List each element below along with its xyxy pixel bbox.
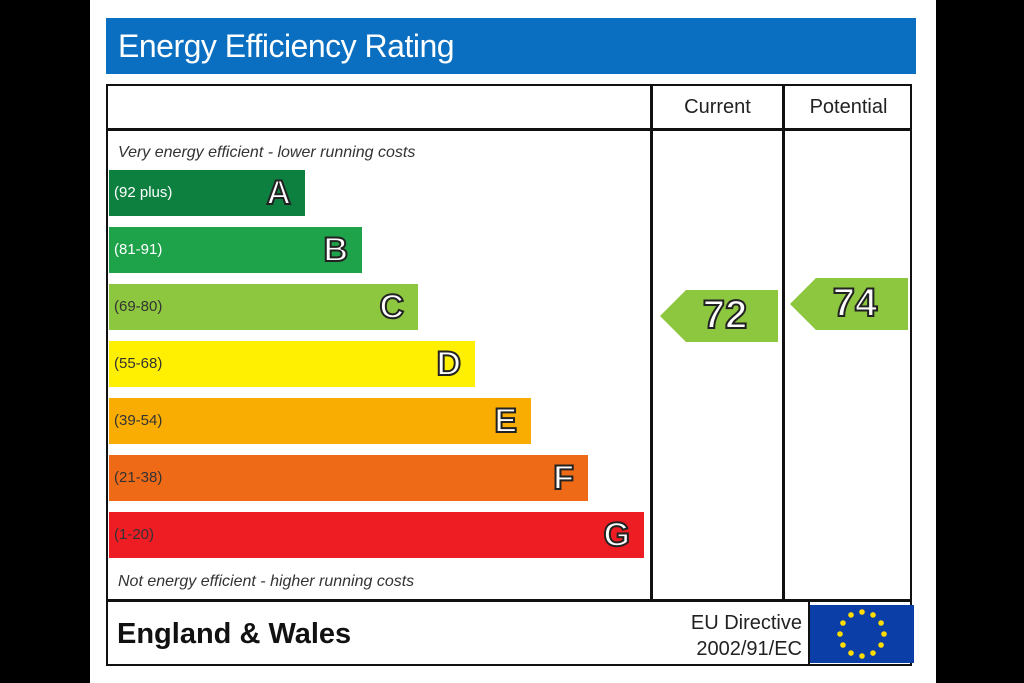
band-letter: G: [603, 515, 631, 555]
eu-star: [848, 650, 854, 656]
band-letter: D: [435, 344, 462, 384]
column-header-potential: Potential: [809, 96, 888, 118]
current-column-divider: [650, 84, 653, 600]
band-d: (55-68) D: [109, 341, 475, 387]
band-letter: E: [493, 401, 518, 441]
band-c: (69-80) C: [109, 284, 418, 330]
eu-star: [837, 631, 843, 637]
potential-column-divider: [782, 84, 785, 600]
band-letter: F: [552, 458, 575, 498]
band-range-label: (55-68): [114, 355, 163, 372]
directive-line-1: EU Directive: [690, 612, 802, 634]
directive-line-2: 2002/91/EC: [696, 638, 802, 660]
eu-star: [840, 620, 846, 626]
current-rating-arrow: 72: [660, 289, 778, 342]
band-range-label: (39-54): [114, 412, 163, 429]
footer-flag-divider: [808, 600, 810, 666]
top-caption: Very energy efficient - lower running co…: [118, 144, 416, 161]
eu-star: [840, 642, 846, 648]
eu-star: [859, 653, 865, 659]
header-divider: [106, 128, 912, 131]
eu-star: [859, 609, 865, 615]
rating-table: [106, 84, 912, 666]
eu-star: [870, 612, 876, 618]
title-bar: Energy Efficiency Rating: [106, 18, 916, 74]
band-f: (21-38) F: [109, 455, 588, 501]
column-header-current: Current: [684, 96, 751, 118]
eu-star: [878, 620, 884, 626]
epc-page: Energy Efficiency Rating Current Potenti…: [90, 0, 936, 683]
bottom-caption: Not energy efficient - higher running co…: [118, 573, 415, 590]
band-e: (39-54) E: [109, 398, 531, 444]
band-g: (1-20) G: [109, 512, 644, 558]
eu-star: [878, 642, 884, 648]
band-b: (81-91) B: [109, 227, 362, 273]
band-letter: B: [322, 230, 349, 270]
eu-star: [881, 631, 887, 637]
chart-title: Energy Efficiency Rating: [118, 28, 455, 64]
potential-rating-arrow: 74: [790, 277, 908, 330]
potential-arrow-shape: [790, 277, 908, 330]
band-range-label: (69-80): [114, 298, 163, 315]
eu-stars-icon: [837, 609, 887, 659]
footer-divider: [106, 599, 912, 602]
eu-directive: EU Directive 2002/91/EC: [660, 610, 802, 662]
band-range-label: (81-91): [114, 241, 163, 258]
eu-star: [870, 650, 876, 656]
band-letter: C: [378, 287, 405, 327]
band-a: (92 plus) A: [109, 170, 305, 216]
current-rating-value: 72: [702, 292, 749, 338]
potential-rating-value: 74: [832, 280, 879, 326]
band-range-label: (21-38): [114, 469, 163, 486]
region-label: England & Wales: [117, 618, 352, 650]
band-range-label: (1-20): [114, 526, 155, 543]
band-letter: A: [265, 173, 292, 213]
eu-star: [848, 612, 854, 618]
band-range-label: (92 plus): [114, 184, 173, 201]
current-arrow-shape: [660, 289, 778, 342]
eu-flag-icon: [810, 605, 914, 663]
